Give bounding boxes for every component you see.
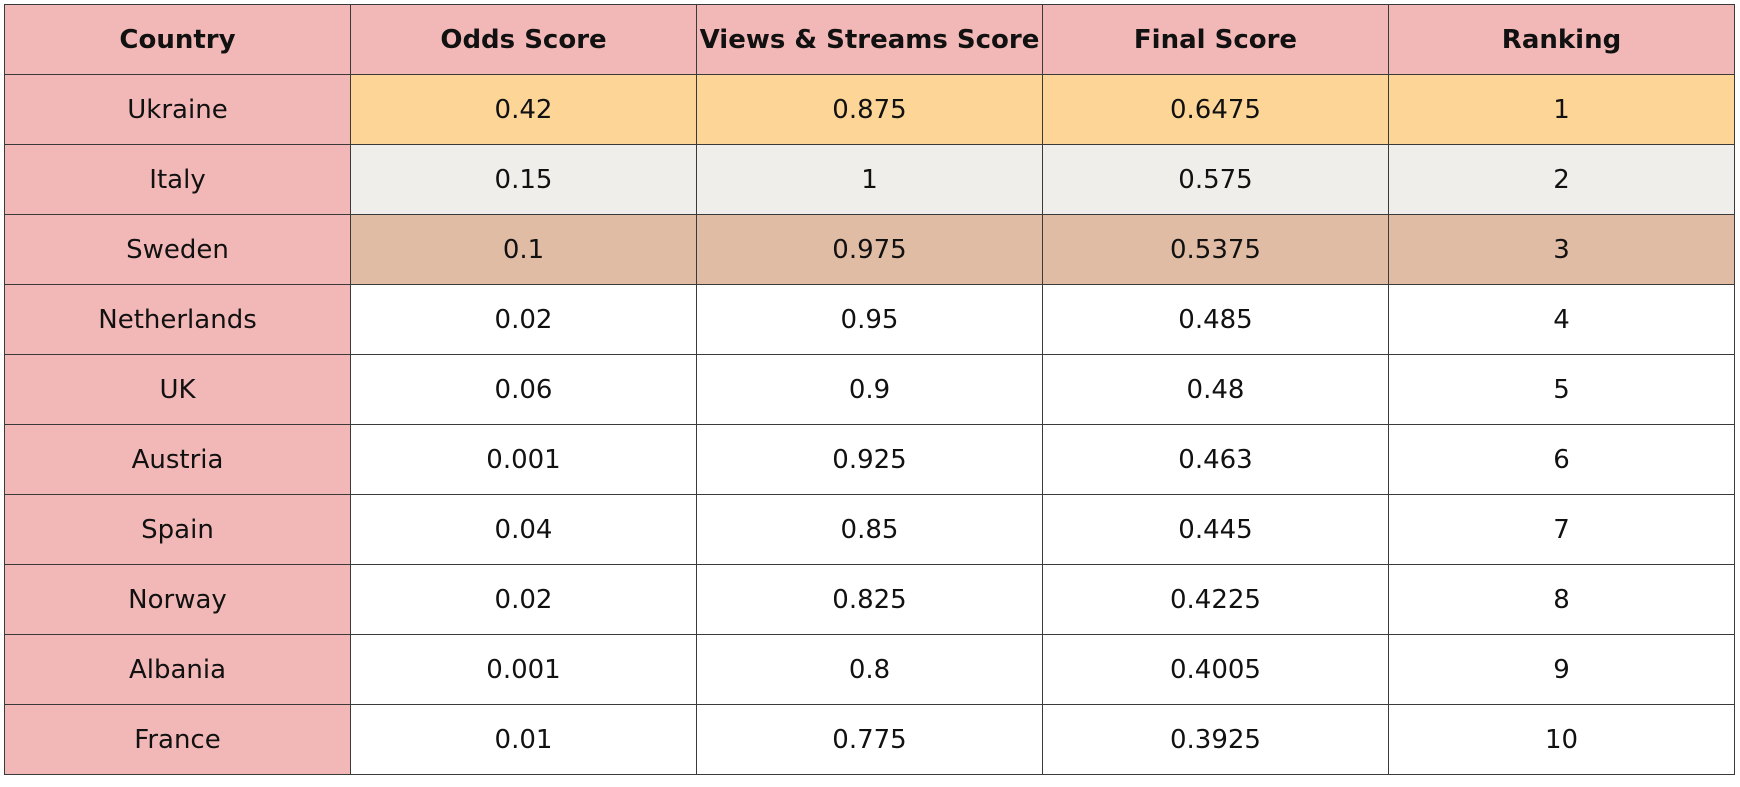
final-score-cell: 0.575	[1042, 144, 1389, 215]
final-score-cell: 0.6475	[1042, 74, 1389, 145]
table-row: France 0.01 0.775 0.3925 10	[4, 704, 1735, 775]
odds-score-cell: 0.01	[350, 704, 697, 775]
views-streams-score-cell: 0.9	[696, 354, 1043, 425]
scores-table-container: Country Odds Score Views & Streams Score…	[4, 4, 1735, 775]
ranking-cell: 6	[1388, 424, 1735, 495]
country-cell: UK	[4, 354, 351, 425]
ranking-cell: 2	[1388, 144, 1735, 215]
table-row: Sweden 0.1 0.975 0.5375 3	[4, 214, 1735, 285]
odds-score-cell: 0.42	[350, 74, 697, 145]
final-score-cell: 0.4225	[1042, 564, 1389, 635]
views-streams-score-cell: 0.825	[696, 564, 1043, 635]
scores-table: Country Odds Score Views & Streams Score…	[4, 4, 1735, 775]
views-streams-score-cell: 0.925	[696, 424, 1043, 495]
odds-score-cell: 0.06	[350, 354, 697, 425]
ranking-cell: 3	[1388, 214, 1735, 285]
ranking-cell: 10	[1388, 704, 1735, 775]
odds-score-cell: 0.04	[350, 494, 697, 565]
table-row: UK 0.06 0.9 0.48 5	[4, 354, 1735, 425]
header-row: Country Odds Score Views & Streams Score…	[4, 4, 1735, 75]
odds-score-cell: 0.001	[350, 634, 697, 705]
final-score-cell: 0.3925	[1042, 704, 1389, 775]
country-cell: Albania	[4, 634, 351, 705]
views-streams-score-cell: 1	[696, 144, 1043, 215]
final-score-cell: 0.4005	[1042, 634, 1389, 705]
country-cell: Spain	[4, 494, 351, 565]
table-row: Norway 0.02 0.825 0.4225 8	[4, 564, 1735, 635]
header-ranking: Ranking	[1388, 4, 1735, 75]
views-streams-score-cell: 0.85	[696, 494, 1043, 565]
odds-score-cell: 0.15	[350, 144, 697, 215]
ranking-cell: 8	[1388, 564, 1735, 635]
country-cell: Ukraine	[4, 74, 351, 145]
table-body: Ukraine 0.42 0.875 0.6475 1 Italy 0.15 1…	[4, 74, 1735, 775]
views-streams-score-cell: 0.95	[696, 284, 1043, 355]
table-row: Spain 0.04 0.85 0.445 7	[4, 494, 1735, 565]
final-score-cell: 0.463	[1042, 424, 1389, 495]
country-cell: Norway	[4, 564, 351, 635]
ranking-cell: 1	[1388, 74, 1735, 145]
views-streams-score-cell: 0.975	[696, 214, 1043, 285]
country-cell: Netherlands	[4, 284, 351, 355]
ranking-cell: 7	[1388, 494, 1735, 565]
table-row: Italy 0.15 1 0.575 2	[4, 144, 1735, 215]
country-cell: France	[4, 704, 351, 775]
final-score-cell: 0.445	[1042, 494, 1389, 565]
header-final-score: Final Score	[1042, 4, 1389, 75]
odds-score-cell: 0.02	[350, 284, 697, 355]
country-cell: Sweden	[4, 214, 351, 285]
ranking-cell: 9	[1388, 634, 1735, 705]
table-row: Albania 0.001 0.8 0.4005 9	[4, 634, 1735, 705]
odds-score-cell: 0.1	[350, 214, 697, 285]
views-streams-score-cell: 0.775	[696, 704, 1043, 775]
views-streams-score-cell: 0.875	[696, 74, 1043, 145]
final-score-cell: 0.485	[1042, 284, 1389, 355]
odds-score-cell: 0.02	[350, 564, 697, 635]
final-score-cell: 0.48	[1042, 354, 1389, 425]
country-cell: Austria	[4, 424, 351, 495]
ranking-cell: 5	[1388, 354, 1735, 425]
table-row: Austria 0.001 0.925 0.463 6	[4, 424, 1735, 495]
final-score-cell: 0.5375	[1042, 214, 1389, 285]
country-cell: Italy	[4, 144, 351, 215]
table-row: Netherlands 0.02 0.95 0.485 4	[4, 284, 1735, 355]
views-streams-score-cell: 0.8	[696, 634, 1043, 705]
table-header: Country Odds Score Views & Streams Score…	[4, 4, 1735, 75]
odds-score-cell: 0.001	[350, 424, 697, 495]
table-row: Ukraine 0.42 0.875 0.6475 1	[4, 74, 1735, 145]
header-views-streams-score: Views & Streams Score	[696, 4, 1043, 75]
ranking-cell: 4	[1388, 284, 1735, 355]
header-country: Country	[4, 4, 351, 75]
header-odds-score: Odds Score	[350, 4, 697, 75]
